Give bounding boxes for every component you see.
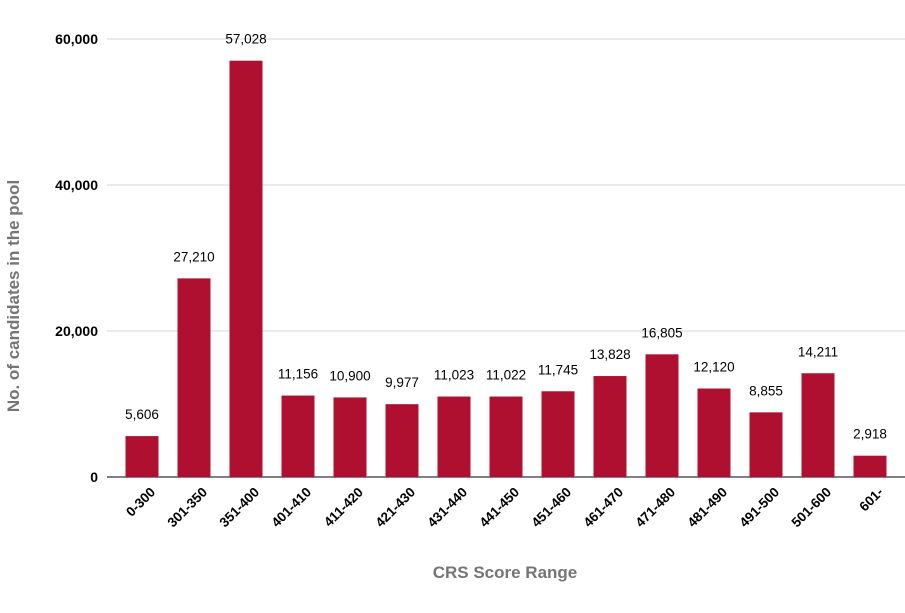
x-tick-label: 451-460 (528, 485, 574, 531)
data-label: 27,210 (173, 249, 214, 264)
bar (801, 373, 835, 477)
data-label: 8,855 (749, 383, 783, 398)
x-axis-label: CRS Score Range (433, 563, 578, 582)
bar (333, 397, 367, 477)
y-tick-label: 60,000 (55, 31, 98, 47)
bar (437, 396, 471, 477)
y-axis-label: No. of candidates in the pool (4, 180, 23, 412)
x-tick-label: 601- (856, 485, 886, 515)
x-tick-label: 301-350 (164, 485, 210, 531)
bar (125, 436, 159, 477)
bar (593, 376, 627, 477)
data-label: 9,977 (385, 375, 419, 390)
x-tick-label: 351-400 (216, 485, 262, 531)
x-tick-label: 491-500 (736, 485, 782, 531)
bar (853, 455, 887, 477)
y-tick-label: 0 (90, 469, 98, 485)
x-tick-label: 0-300 (123, 485, 158, 520)
data-label: 11,022 (486, 368, 526, 383)
y-axis-ticks: 0 20,000 40,000 60,000 (55, 31, 98, 485)
y-tick-label: 20,000 (55, 323, 98, 339)
x-tick-label: 461-470 (580, 485, 626, 531)
data-label: 12,120 (693, 360, 734, 375)
data-label: 16,805 (641, 325, 682, 340)
x-tick-label: 501-600 (788, 485, 834, 531)
data-label: 2,918 (853, 427, 887, 442)
data-label: 10,900 (329, 368, 370, 383)
data-label: 13,828 (589, 347, 630, 362)
data-labels: 5,606 27,210 57,028 11,156 10,900 9,977 11,023… (125, 32, 887, 442)
x-tick-label: 401-410 (268, 485, 314, 531)
data-label: 11,745 (538, 362, 578, 377)
bar (541, 391, 575, 477)
data-label: 11,156 (278, 367, 318, 382)
bar (489, 396, 523, 477)
data-label: 11,023 (434, 368, 474, 383)
x-tick-label: 471-480 (632, 485, 678, 531)
bars (125, 60, 887, 478)
data-label: 57,028 (225, 32, 266, 47)
data-label: 14,211 (798, 344, 838, 359)
y-tick-label: 40,000 (55, 177, 98, 193)
bar (229, 60, 263, 478)
bar (177, 278, 211, 477)
bar (385, 404, 419, 477)
x-axis-ticks: 0-300 301-350 351-400 401-410 411-420 421-430… (123, 485, 886, 531)
x-tick-label: 411-420 (321, 485, 366, 530)
bar (281, 395, 315, 477)
bar (645, 354, 679, 477)
x-tick-label: 441-450 (476, 485, 522, 531)
bar (749, 412, 783, 477)
x-tick-label: 481-490 (684, 485, 730, 531)
bar (697, 388, 731, 477)
data-label: 5,606 (125, 407, 159, 422)
x-tick-label: 431-440 (424, 485, 470, 531)
x-tick-label: 421-430 (372, 485, 418, 531)
